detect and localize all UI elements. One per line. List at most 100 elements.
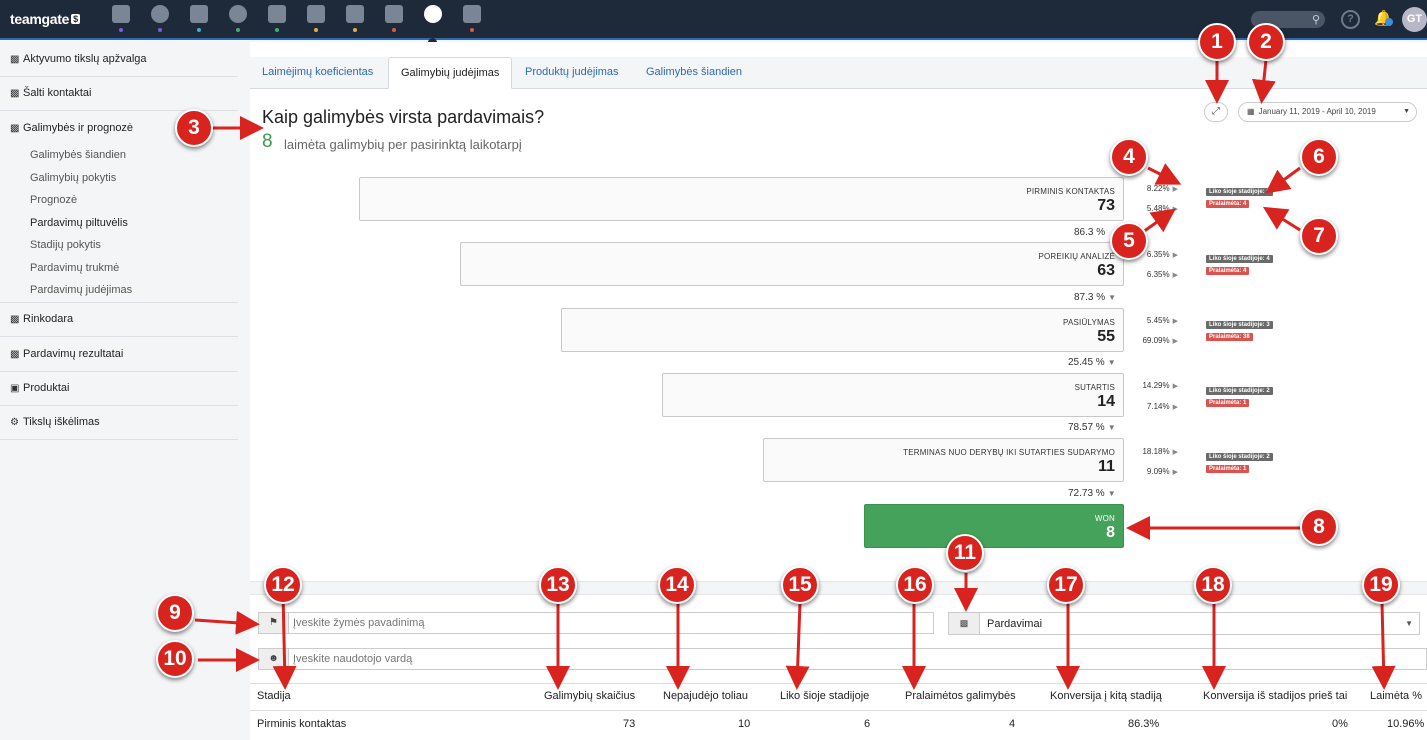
column-header[interactable]: Konversija į kitą stadiją [1050,690,1162,702]
bar-chart-icon: ▩ [10,54,20,65]
sidebar-subitem-sales-duration[interactable]: Pardavimų trukmė [30,262,120,274]
column-header[interactable]: Liko šioje stadijoje [780,690,870,702]
stage-lost-badge[interactable]: Pralaimėta: 4 [1206,200,1250,208]
globe-icon[interactable] [229,5,247,23]
dashboard-icon[interactable] [112,5,130,23]
expand-icon: ⤢ [1212,106,1220,117]
column-header[interactable]: Pralaimėtos galimybės [905,690,1016,702]
stage-lost-badge[interactable]: Pralaimėta: 1 [1206,465,1250,473]
sidebar-item-activity-goals[interactable]: ▩ Aktyvumo tikslų apžvalga [0,42,238,77]
column-header[interactable]: Galimybių skaičius [544,690,636,702]
stage-lost-badge[interactable]: Pralaimėta: 1 [1206,399,1250,407]
nav-dot [353,28,357,32]
column-header[interactable]: Nepajudėjo toliau [663,690,749,702]
tab-win-rate[interactable]: Laimėjimų koeficientas [262,66,374,78]
tab-opportunities-today[interactable]: Galimybės šiandien [646,66,742,78]
tag-icon[interactable]: ⚑ [259,613,289,633]
briefcase-icon[interactable] [268,5,286,23]
document-icon[interactable] [385,5,403,23]
stage-value: 11 [1098,458,1115,475]
stage-pct-lost: 6.35% ▶ [1146,270,1178,279]
column-header[interactable]: Konversija iš stadijos prieš tai [1203,690,1348,702]
funnel-stage[interactable]: TERMINAS NUO DERYBŲ IKI SUTARTIES SUDARY… [763,438,1124,482]
column-header[interactable]: Laimėta % [1370,690,1422,702]
caret-down-icon: ▼ [1108,293,1117,302]
sidebar-subitem-opportunities-today[interactable]: Galimybės šiandien [30,149,126,161]
stage-remaining-badge[interactable]: Liko šioje stadijoje: 2 [1206,387,1273,395]
stage-value: 14 [1097,393,1115,410]
tab-opportunity-movement[interactable]: Galimybių judėjimas [388,57,513,89]
sidebar-item-cold-contacts[interactable]: ▩ Šalti kontaktai [0,77,238,111]
funnel-stage-won[interactable]: WON 8 [864,504,1124,548]
caret-down-icon: ▼ [1107,358,1116,367]
tag-filter[interactable]: ⚑ [258,612,934,634]
stage-lost-badge[interactable]: Pralaimėta: 38 [1206,333,1253,341]
users-icon[interactable]: ☻ [259,649,289,669]
annotation-marker: 3 [175,109,213,147]
sidebar-item-marketing[interactable]: ▩ Rinkodara [0,303,238,337]
table-cell: 73 [623,718,636,730]
app-logo[interactable]: teamgate $ [10,11,80,27]
nav-dot [197,28,201,32]
tab-product-movement[interactable]: Produktų judėjimas [525,66,619,78]
user-avatar[interactable]: GT [1402,7,1427,32]
lock-icon[interactable] [346,5,364,23]
table-cell: 6 [864,718,871,730]
sidebar-subitem-sales-funnel[interactable]: Pardavimų piltuvėlis [30,217,128,229]
bar-chart-icon: ▩ [949,613,980,634]
calendar-icon[interactable] [307,5,325,23]
stage-pct-remaining: 8.22% ▶ [1146,184,1178,193]
stage-pct-lost: 7.14% ▶ [1146,402,1178,411]
caret-down-icon: ▼ [1107,423,1116,432]
help-icon[interactable]: ? [1341,10,1360,29]
sidebar-subitem-forecast[interactable]: Prognozė [30,194,78,206]
funnel-stage[interactable]: SUTARTIS 14 [662,373,1124,417]
funnel-stage[interactable]: PASIŪLYMAS 55 [561,308,1124,352]
stage-conversion: 78.57 % ▼ [1068,422,1116,433]
funnel-stage[interactable]: POREIKIŲ ANALIZĖ 63 [460,242,1124,286]
user-filter[interactable]: ☻ [258,648,1427,670]
sidebar-item-opportunities[interactable]: ▩ Galimybės ir prognozė [0,111,238,303]
table-cell: 10 [738,718,751,730]
nav-dot [275,28,279,32]
stage-name: PASIŪLYMAS [1063,318,1115,327]
annotation-marker: 2 [1247,23,1285,61]
column-header[interactable]: Stadija [257,690,291,702]
target-icon[interactable] [151,5,169,23]
date-range-picker[interactable]: ▦ January 11, 2019 - April 10, 2019 ▼ [1238,102,1417,122]
stage-remaining-badge[interactable]: Liko šioje stadijoje: 2 [1206,453,1273,461]
sidebar-subitem-sales-movement[interactable]: Pardavimų judėjimas [30,284,133,296]
sidebar-item-goal-setting[interactable]: ⚙ Tikslų iškėlimas [0,406,238,440]
stage-remaining-badge[interactable]: Liko šioje stadijoje: 6 [1206,188,1273,196]
stage-remaining-badge[interactable]: Liko šioje stadijoje: 4 [1206,255,1273,263]
table-cell: 0% [1332,718,1348,730]
tag-input[interactable] [293,616,893,630]
stage-pct-remaining: 6.35% ▶ [1146,250,1178,259]
stage-name: TERMINAS NUO DERYBŲ IKI SUTARTIES SUDARY… [903,448,1115,457]
table-border [250,683,1427,684]
gears-icon: ⚙ [10,417,19,428]
annotation-marker: 1 [1198,23,1236,61]
funnel-stage[interactable]: PIRMINIS KONTAKTAS 73 [359,177,1124,221]
sidebar-item-products[interactable]: ▣ Produktai [0,372,238,406]
metric-select[interactable]: ▩ Pardavimai ▼ [948,612,1420,635]
expand-button[interactable]: ⤢ [1204,102,1228,122]
user-input[interactable] [293,652,893,666]
annotation-marker: 10 [156,640,194,678]
lock-icon: ▣ [10,383,20,394]
sidebar-item-sales-results[interactable]: ▩ Pardavimų rezultatai [0,337,238,372]
building-icon[interactable] [190,5,208,23]
stage-lost-badge[interactable]: Pralaimėta: 4 [1206,267,1250,275]
table-cell: 86.3% [1128,718,1160,730]
reports-icon[interactable] [424,5,442,23]
sidebar-subitem-opportunity-change[interactable]: Galimybių pokytis [30,172,117,184]
chevron-down-icon: ▼ [1405,619,1413,628]
stage-name: WON [1094,514,1115,523]
sidebar-subitem-stage-change[interactable]: Stadijų pokytis [30,239,101,251]
stage-name: PIRMINIS KONTAKTAS [1026,187,1115,196]
nav-dot [392,28,396,32]
chevron-down-icon: ▼ [1403,108,1410,115]
stage-remaining-badge[interactable]: Liko šioje stadijoje: 3 [1206,321,1273,329]
mail-icon[interactable] [463,5,481,23]
stage-value: 8 [1106,524,1115,541]
